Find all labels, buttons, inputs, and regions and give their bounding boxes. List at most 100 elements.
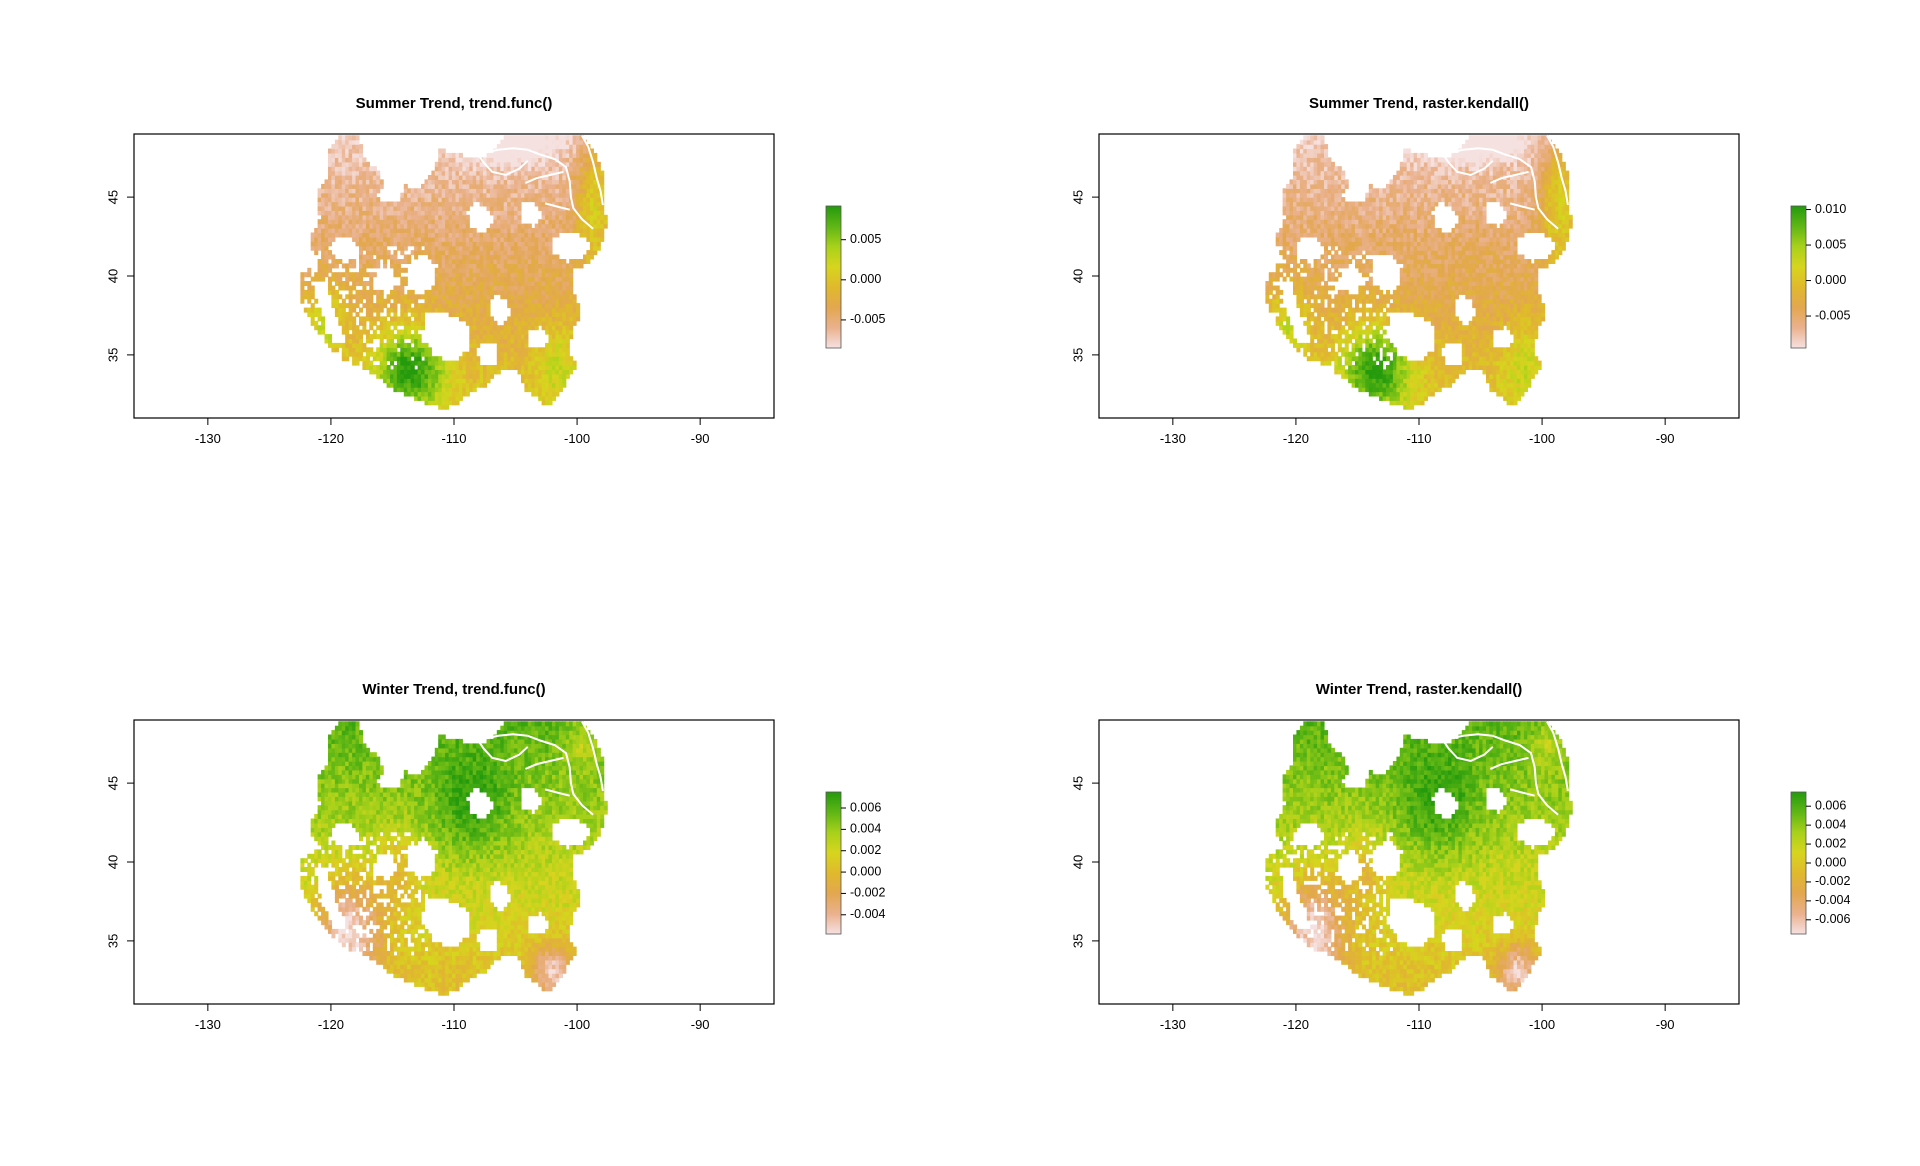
raster-cell-2429 <box>586 210 591 216</box>
raster-cell-3367 <box>510 144 515 150</box>
raster-cell-726 <box>1320 325 1325 331</box>
raster-cell-346 <box>1337 360 1342 366</box>
raster-cell-520 <box>1465 347 1470 353</box>
raster-cell-322 <box>500 365 505 371</box>
raster-cell-2713 <box>521 192 526 198</box>
raster-cell-640 <box>359 334 364 340</box>
raster-cell-2852 <box>489 183 494 189</box>
raster-cell-1908 <box>538 241 543 247</box>
raster-cell-2045 <box>517 232 522 238</box>
raster-cell-309 <box>1427 365 1432 371</box>
raster-cell-549 <box>562 347 567 353</box>
raster-cell-1999 <box>359 232 364 238</box>
raster-cell-2210 <box>565 223 570 229</box>
raster-cell-653 <box>1451 334 1456 340</box>
raster-cell-1155 <box>417 294 422 300</box>
raster-cell-532 <box>503 347 508 353</box>
raster-cell-1221 <box>1396 289 1401 295</box>
raster-cell-883 <box>1303 312 1308 318</box>
raster-cell-1615 <box>348 259 353 265</box>
raster-cell-2658 <box>593 197 598 203</box>
raster-cell-229 <box>565 373 570 379</box>
raster-cell-300 <box>1396 365 1401 371</box>
raster-cell-318 <box>486 365 491 371</box>
raster-cell-3302 <box>558 152 563 158</box>
raster-cell-791 <box>393 320 398 326</box>
raster-cell-2034 <box>479 232 484 238</box>
raster-cell-1012 <box>355 303 360 309</box>
raster-cell-1684 <box>379 254 384 260</box>
raster-cell-350 <box>383 360 388 366</box>
raster-cell-1126 <box>1537 298 1542 304</box>
raster-cell-881 <box>562 316 567 322</box>
raster-cell-464 <box>1368 351 1373 357</box>
raster-cell-1626 <box>396 259 401 265</box>
raster-cell-86 <box>1489 387 1494 393</box>
raster-cell-792 <box>1386 320 1391 326</box>
raster-cell-2255 <box>431 219 436 225</box>
raster-cell-203 <box>1413 373 1418 379</box>
raster-cell-1434 <box>1530 276 1535 282</box>
raster-cell-94 <box>552 387 557 393</box>
raster-cell-876 <box>1530 316 1535 322</box>
raster-cell-2723 <box>555 192 560 198</box>
raster-cell-698 <box>1451 329 1456 335</box>
raster-cell-679 <box>1320 329 1325 335</box>
raster-cell-2119 <box>514 228 519 234</box>
raster-cell-976 <box>1444 307 1449 313</box>
raster-cell-579 <box>500 342 505 348</box>
raster-cell-2649 <box>562 197 567 203</box>
raster-cell-3081 <box>589 170 594 176</box>
raster-cell-863 <box>1486 316 1491 322</box>
raster-cell-2061 <box>593 232 598 238</box>
raster-cell-977 <box>465 307 470 313</box>
raster-cell-2756 <box>407 188 412 194</box>
raster-cell-371 <box>462 360 467 366</box>
raster-cell-1140 <box>1334 294 1339 300</box>
raster-cell-734 <box>369 325 374 331</box>
raster-cell-922 <box>1510 312 1515 318</box>
raster-cell-400 <box>1324 356 1329 362</box>
raster-layer <box>1265 135 1573 410</box>
raster-cell-2762 <box>427 188 432 194</box>
raster-cell-822 <box>548 320 553 326</box>
raster-cell-397 <box>569 360 574 366</box>
raster-cell-145 <box>1372 378 1377 384</box>
raster-cell-3206 <box>596 161 601 167</box>
raster-cell-1026 <box>417 303 422 309</box>
raster-cell-364 <box>1417 360 1422 366</box>
raster-cell-3028 <box>355 170 360 176</box>
raster-cell-3163 <box>448 161 453 167</box>
raster-cell-2903 <box>427 179 432 185</box>
raster-cell-1708 <box>483 254 488 260</box>
raster-cell-412 <box>1368 356 1373 362</box>
raster-cell-384 <box>1503 360 1508 366</box>
raster-cell-1202 <box>310 289 315 295</box>
raster-cell-3011 <box>572 175 577 181</box>
raster-cell-1198 <box>572 294 577 300</box>
raster-cell-2332 <box>452 214 457 220</box>
raster-cell-1937 <box>403 236 408 242</box>
raster-cell-1154 <box>1386 294 1391 300</box>
raster-cell-2336 <box>465 214 470 220</box>
raster-cell-2320 <box>410 214 415 220</box>
raster-cell-1692 <box>427 254 432 260</box>
raster-cell-2980 <box>465 175 470 181</box>
raster-cell-1010 <box>1327 303 1332 309</box>
raster-cell-1191 <box>548 294 553 300</box>
raster-cell-2513 <box>338 201 343 207</box>
raster-cell-221 <box>538 373 543 379</box>
raster-cell-1427 <box>552 276 557 282</box>
raster-cell-311 <box>462 365 467 371</box>
raster-cell-332 <box>1506 365 1511 371</box>
raster-cell-3386 <box>576 144 581 150</box>
raster-cell-2274 <box>538 219 543 225</box>
raster-cell-1734 <box>321 250 326 256</box>
raster-cell-854 <box>1441 316 1446 322</box>
raster-cell-2202 <box>538 223 543 229</box>
raster-cell-824 <box>555 320 560 326</box>
raster-cell-2177 <box>427 223 432 229</box>
raster-cell-347 <box>365 360 370 366</box>
raster-cell-1628 <box>403 259 408 265</box>
raster-cell-505 <box>1344 347 1349 353</box>
